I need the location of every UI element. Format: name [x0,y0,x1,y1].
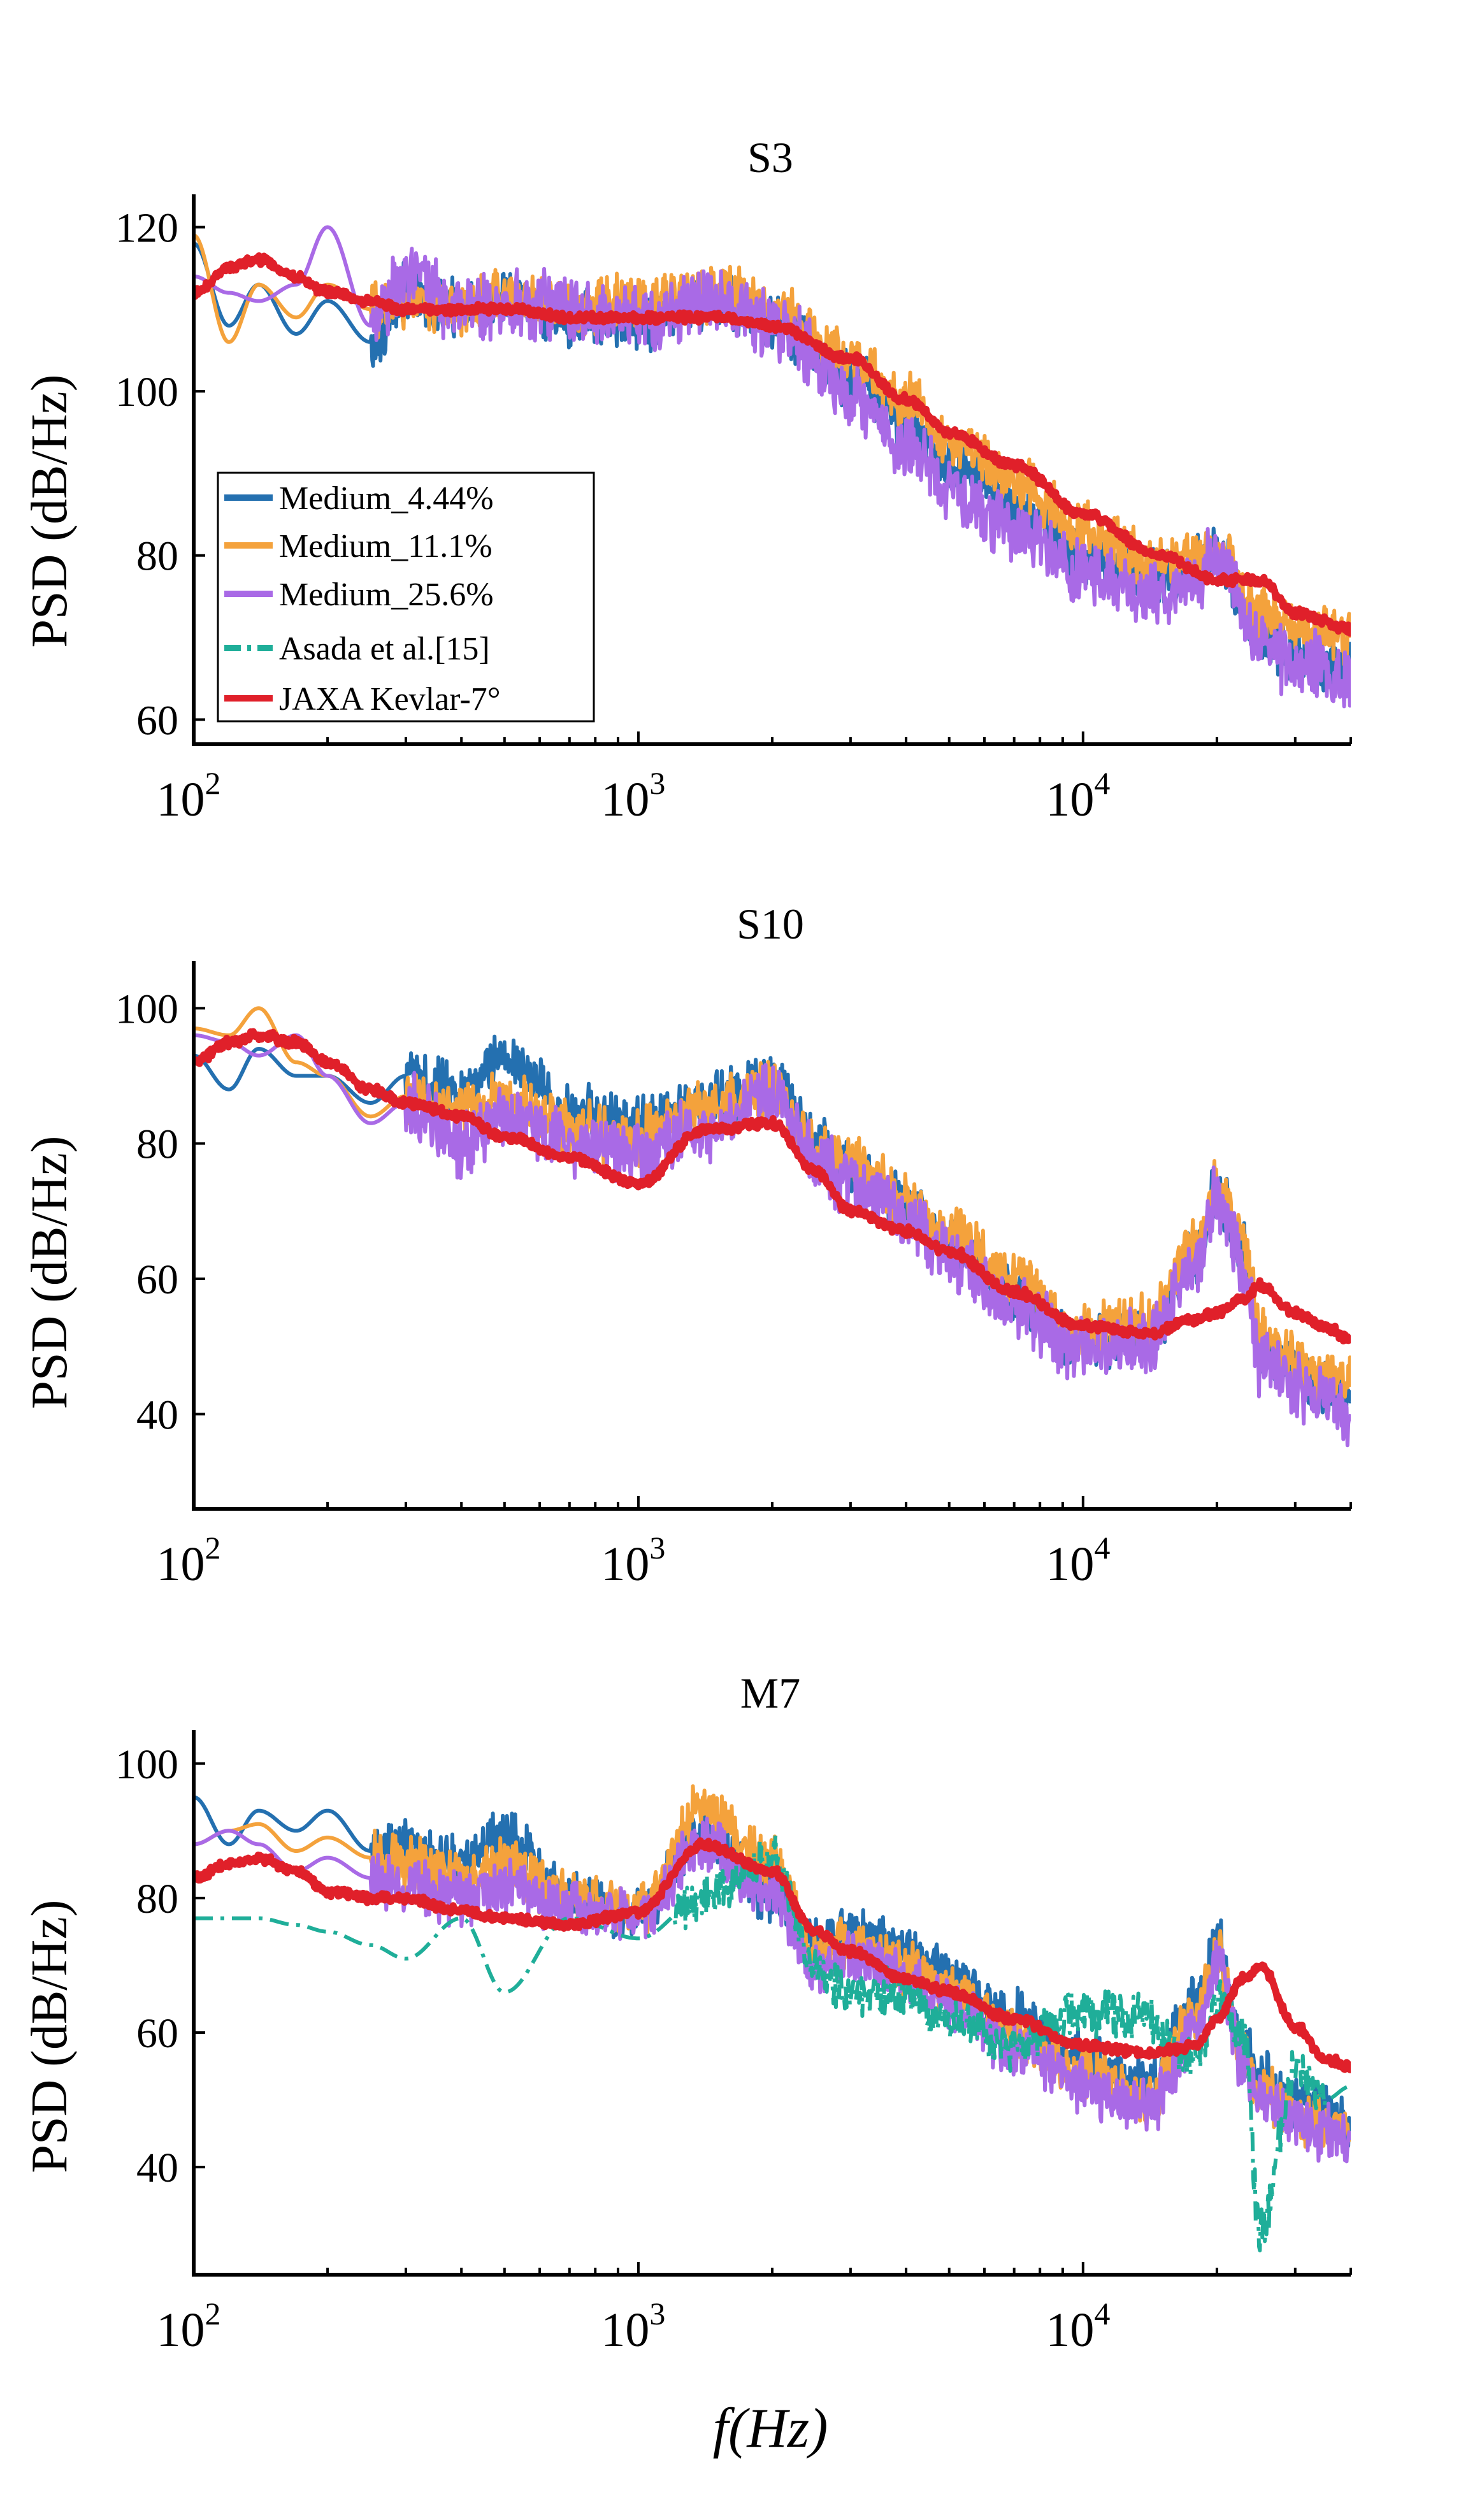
ticks-s3: 60 80 100 120 102 103 104 [115,205,1352,826]
axes-s3 [192,194,1351,746]
y-tick-label-60: 60 [136,1256,178,1303]
legend-entry-medium-25-6: Medium_25.6% [224,577,494,613]
ticks-m7: 40 60 80 100 102 103 104 [115,1741,1352,2357]
legend-label-asada: Asada et al.[15] [279,631,490,667]
legend-entry-medium-4-44: Medium_4.44% [224,480,494,517]
y-tick-label-60: 60 [136,2010,178,2057]
legend-box [217,472,595,723]
y-tick-label-40: 40 [136,1392,178,1438]
x-axis-label: f(Hz) [713,2398,828,2459]
x-tick-label-100: 102 [157,765,221,826]
series-line-jaxa-kevlar-7-s3 [194,252,1351,637]
series-line-medium-25-6-m7 [194,1817,1351,2164]
y-tick-label-80: 80 [136,1876,178,1922]
panel-title-s3: S3 [747,133,793,182]
legend-label-medium-11-1: Medium_11.1% [279,528,493,565]
panel-title-m7: M7 [740,1669,800,1717]
axes-m7 [192,1730,1351,2277]
panel-title-s10: S10 [737,900,804,948]
y-axis-label-s3: PSD (dB/Hz) [22,375,78,648]
series-line-jaxa-kevlar-7-s10 [194,1028,1351,1344]
x-tick-label-10000: 104 [1046,2296,1110,2357]
series-line-jaxa-kevlar-7-m7 [194,1837,1351,2073]
y-tick-label-100: 100 [115,1741,178,1788]
legend: Medium_4.44% Medium_11.1% Medium_25.6% A… [217,472,595,723]
x-tick-label-1000: 103 [601,1530,665,1591]
y-tick-label-100: 100 [115,986,178,1032]
y-tick-label-80: 80 [136,533,178,580]
series-line-asada-et-al-15-m7 [194,1833,1351,2252]
ticks-s10: 40 60 80 100 102 103 104 [115,986,1352,1591]
panel-s10: S10 PSD (dB/Hz) 40 60 80 100 102 103 104 [22,900,1352,1591]
x-tick-label-10000: 104 [1046,765,1110,826]
y-tick-label-80: 80 [136,1121,178,1168]
legend-label-jaxa-kevlar: JAXA Kevlar-7° [279,681,501,717]
x-tick-label-100: 102 [157,2296,221,2357]
x-tick-label-1000: 103 [601,2296,665,2357]
axes-s10 [192,961,1351,1511]
plot-area-m7 [194,1784,1351,2252]
x-tick-label-100: 102 [157,1530,221,1591]
y-tick-label-120: 120 [115,205,178,252]
panel-m7: M7 PSD (dB/Hz) 40 60 80 100 102 103 104 f(Hz) [22,1669,1352,2459]
y-tick-label-40: 40 [136,2145,178,2191]
legend-label-medium-4-44: Medium_4.44% [279,480,494,517]
x-tick-label-1000: 103 [601,765,665,826]
legend-entry-medium-11-1: Medium_11.1% [224,528,493,565]
plot-area-s10 [194,1006,1351,1448]
x-tick-label-10000: 104 [1046,1530,1110,1591]
legend-entry-asada: Asada et al.[15] [224,631,490,667]
y-axis-label-m7: PSD (dB/Hz) [22,1900,78,2173]
y-tick-label-60: 60 [136,697,178,744]
legend-label-medium-25-6: Medium_25.6% [279,577,494,613]
panel-s3: S3 PSD (dB/Hz) 60 80 100 120 102 103 104 [22,133,1352,826]
y-axis-label-s10: PSD (dB/Hz) [22,1136,78,1409]
legend-entry-jaxa-kevlar: JAXA Kevlar-7° [224,681,501,717]
y-tick-label-100: 100 [115,369,178,415]
plot-area-s3 [194,225,1351,709]
